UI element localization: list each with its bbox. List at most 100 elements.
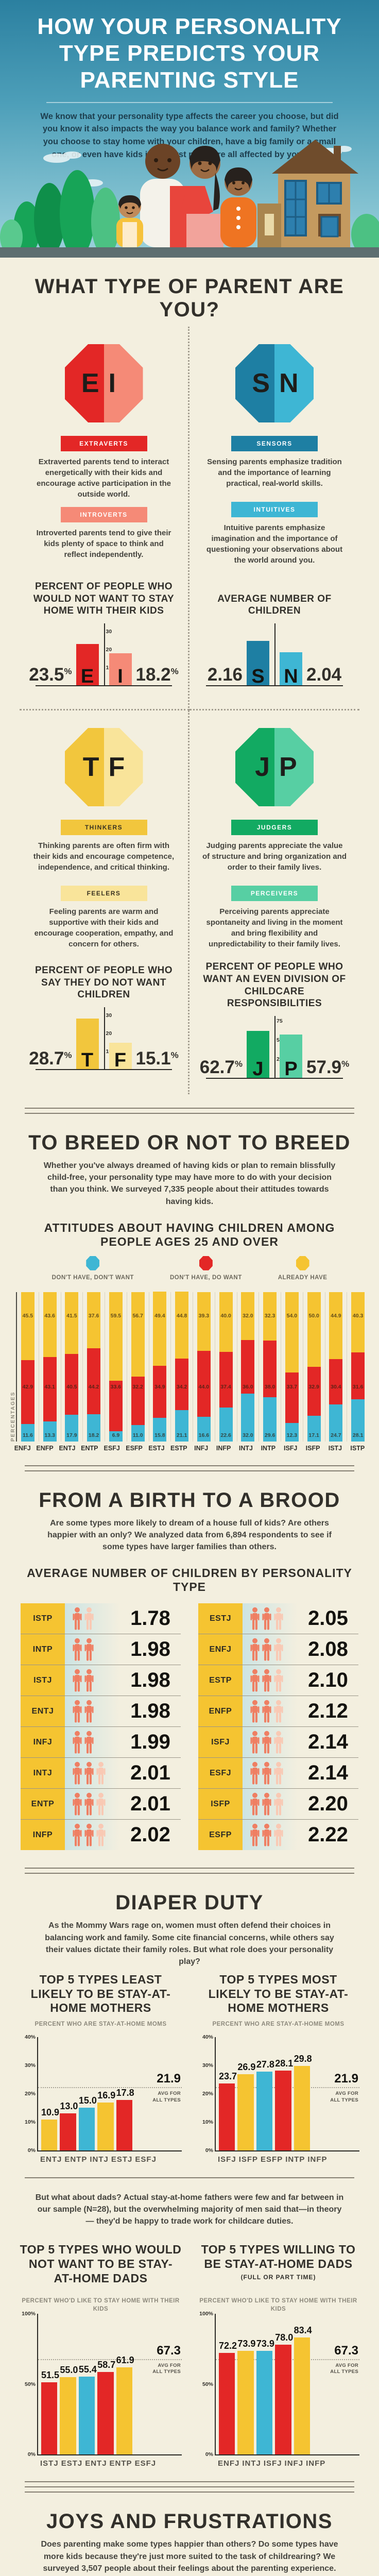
trait-description: Judging parents appreciate the value of …: [202, 841, 347, 872]
person-icon: [274, 1761, 283, 1785]
type-label: ESFP: [198, 1820, 243, 1851]
avg-children-value: 1.98: [130, 1700, 170, 1723]
x-label-estj: ESTJ: [111, 2155, 133, 2164]
section1-title: WHAT TYPE OF PARENT ARE YOU?: [35, 275, 344, 321]
stacked-segment: [109, 1431, 123, 1442]
bar-infp: 29.8: [294, 2054, 312, 2150]
bar-isfp: 26.9: [237, 2062, 255, 2150]
trait-chip-sensors: SENSORS: [231, 436, 318, 451]
stacked-bar: [153, 1292, 167, 1442]
trait-description: Thinking parents are often firm with the…: [33, 841, 175, 872]
chart-plot: 0% 50% 100% 67.3 AVG FOR ALL TYPES 51.5 55.0 55.…: [22, 2311, 182, 2458]
segment-value: 32.2: [132, 1383, 143, 1390]
segment-value: 44.2: [88, 1383, 99, 1390]
moms-charts-row: TOP 5 TYPES LEAST LIKELY TO BE STAY-AT-H…: [20, 1973, 359, 2164]
mini-chart-baseline: [36, 685, 172, 686]
person-icon: [84, 1669, 94, 1692]
x-label-entj: ENTJ: [85, 2459, 107, 2468]
segment-value: 24.7: [331, 1432, 341, 1438]
bar-value: 10.9: [41, 2107, 60, 2117]
x-label-enfp: ENFP: [36, 1444, 54, 1452]
children-figures: [65, 1696, 120, 1727]
mini-chart-sn: S 2.16 N 2.04: [200, 620, 349, 686]
section-what-type: WHAT TYPE OF PARENT ARE YOU? E I EXTRAVERT…: [0, 275, 379, 1094]
mini-chart-baseline: [36, 1069, 172, 1070]
stacked-segment: [329, 1292, 343, 1359]
bar-value: 28.7%: [29, 1048, 72, 1069]
children-figures: [243, 1603, 298, 1634]
mini-bar-t: [76, 1019, 99, 1070]
segment-value: 6.9: [112, 1432, 120, 1438]
mini-chart-axis: [104, 623, 105, 686]
avg-children-value: 2.10: [308, 1669, 348, 1692]
mini-chart-baseline: [205, 685, 343, 686]
stacked-bar: [109, 1292, 123, 1442]
axis-tick-label: 30: [106, 1012, 112, 1019]
bars-group: 51.5 55.0 55.4 58.7 61.9: [41, 2355, 134, 2455]
x-label-istp: ISTP: [350, 1444, 365, 1452]
bar-letter: F: [114, 1049, 127, 1071]
table-row-istp: ISTP 1.78: [21, 1603, 181, 1635]
bar-value: 28.1: [275, 2058, 294, 2069]
person-icon: [250, 1607, 260, 1630]
person-icon: [73, 1607, 82, 1630]
segment-value: 44.0: [198, 1383, 210, 1390]
stacked-segment: [43, 1421, 57, 1442]
mini-bar-f: [109, 1043, 132, 1070]
segment-value: 44.9: [331, 1312, 341, 1319]
stacked-column-esfj: 59.5 33.6 6.9: [105, 1292, 127, 1442]
children-figures: [243, 1789, 298, 1820]
bars-group: 72.2 73.9 73.9 78.0 83.4: [219, 2325, 312, 2455]
attitudes-legend: DON'T HAVE, DON'T WANT DON'T HAVE, DO WAN…: [20, 1256, 359, 1281]
person-icon: [274, 1792, 283, 1816]
bar-estj: 16.9: [97, 2090, 115, 2150]
axis-tick-label: 10%: [202, 2119, 213, 2125]
trait-description: Introverted parents tend to give their k…: [36, 529, 171, 559]
person-icon: [262, 1700, 271, 1723]
segment-value: 41.5: [66, 1312, 77, 1319]
stacked-segment: [109, 1292, 123, 1381]
bar-value: 27.8: [256, 2059, 274, 2070]
page-title-line3: PARENTING STYLE: [80, 67, 299, 93]
mini-bar-n: [280, 652, 302, 686]
segment-value: 17.9: [66, 1432, 77, 1438]
axis-tick-label: 0%: [205, 2147, 213, 2154]
axis-tick-label: 0%: [205, 2451, 213, 2458]
children-figures: [65, 1758, 120, 1789]
bar-intj: 15.0: [78, 2095, 97, 2150]
section3-title: FROM A BIRTH TO A BROOD: [39, 1488, 340, 1512]
avg-children-value: 1.98: [130, 1638, 170, 1661]
trees-icon: [0, 170, 379, 247]
segment-value: 22.6: [220, 1432, 231, 1438]
axis-tick-label: 100%: [199, 2311, 213, 2317]
avg-children-value: 2.22: [308, 1823, 348, 1846]
stacked-segment: [219, 1292, 233, 1352]
stacked-column-intj: 32.0 36.0 32.0: [237, 1292, 260, 1442]
bar-entp: 13.0: [60, 2101, 78, 2150]
person-icon: [262, 1761, 271, 1785]
bar-enfj: 72.2: [219, 2341, 237, 2455]
table-row-isfp: ISFP 2.20: [198, 1789, 358, 1820]
x-label-isfj: ISFJ: [283, 1444, 298, 1452]
person-icon: [274, 1669, 283, 1692]
axis-tick-label: 20%: [24, 2090, 36, 2097]
dichotomy-block-tf: T F THINKERS Thinking parents are often fir…: [20, 710, 190, 1094]
bar-value: 55.4: [78, 2364, 97, 2375]
bar-value: 18.2%: [135, 665, 179, 685]
x-label-esfp: ESFP: [261, 2155, 283, 2164]
trait-chip-thinkers: THINKERS: [60, 820, 147, 835]
family-house-illustration: [0, 140, 379, 247]
bar-letter: N: [284, 666, 298, 687]
trait-chip-perceivers: PERCEIVERS: [231, 886, 318, 901]
legend-item: DON'T HAVE, DO WANT: [170, 1256, 242, 1281]
x-label-esfp: ESFP: [126, 1444, 143, 1452]
stacked-segment: [197, 1351, 211, 1417]
x-label-enfj: ENFJ: [218, 2459, 240, 2468]
stacked-segment: [21, 1360, 35, 1425]
axis-tick-label: 50%: [24, 2381, 36, 2387]
person-icon: [274, 1700, 283, 1723]
children-figures: [65, 1820, 120, 1851]
person-icon: [274, 1823, 283, 1846]
x-label-entp: ENTP: [109, 2459, 132, 2468]
